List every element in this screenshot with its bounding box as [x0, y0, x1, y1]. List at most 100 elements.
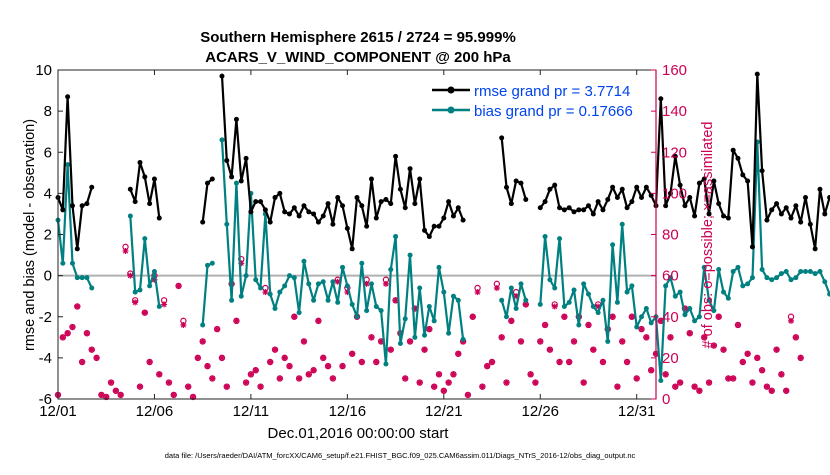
obs-assimilated-marker: [69, 324, 75, 330]
obs-assimilated-marker: [450, 371, 456, 377]
bias-point: [292, 275, 297, 280]
obs-assimilated-marker: [296, 375, 302, 381]
bias-point: [80, 275, 85, 280]
obs-assimilated-marker: [494, 285, 500, 291]
bias-point: [388, 267, 393, 272]
obs-assimilated-marker: [253, 367, 259, 373]
obs-assimilated-marker: [624, 359, 630, 365]
bias-point: [301, 259, 306, 264]
obs-assimilated-marker: [518, 338, 524, 344]
rmse-point: [446, 199, 451, 204]
obs-assimilated-marker: [783, 388, 789, 394]
bias-point: [514, 306, 519, 311]
bias-point: [70, 261, 75, 266]
rmse-point: [692, 213, 697, 218]
rmse-point: [297, 213, 302, 218]
y-left-tick-label: -2: [39, 309, 52, 326]
rmse-point: [234, 117, 239, 122]
bias-point: [244, 273, 249, 278]
rmse-point: [70, 203, 75, 208]
bias-point: [408, 253, 413, 258]
rmse-point: [340, 203, 345, 208]
data-file-footer: data file: /Users/raeder/DAI/ATM_forcXX/…: [165, 451, 636, 460]
bias-point: [326, 298, 331, 303]
bias-point: [793, 275, 798, 280]
bias-point: [735, 265, 740, 270]
rmse-point: [398, 187, 403, 192]
obs-assimilated-marker: [475, 289, 481, 295]
bias-point: [89, 285, 94, 290]
bias-point: [200, 322, 205, 327]
obs-assimilated-marker: [349, 351, 355, 357]
rmse-point: [663, 203, 668, 208]
obs-assimilated-marker: [600, 359, 606, 365]
bias-point: [277, 290, 282, 295]
obs-assimilated-marker: [325, 363, 331, 369]
bias-point: [639, 314, 644, 319]
rmse-point: [639, 195, 644, 200]
obs-assimilated-marker: [171, 392, 177, 398]
obs-assimilated-marker: [407, 338, 413, 344]
rmse-point: [330, 222, 335, 227]
rmse-point: [808, 222, 813, 227]
obs-assimilated-marker: [696, 388, 702, 394]
obs-assimilated-marker: [315, 318, 321, 324]
y-right-tick-label: 100: [662, 185, 687, 202]
rmse-point: [316, 220, 321, 225]
bias-point: [157, 304, 162, 309]
obs-assimilated-marker: [470, 314, 476, 320]
y-left-tick-label: -4: [39, 350, 52, 367]
obs-assimilated-marker: [330, 375, 336, 381]
rmse-point: [248, 209, 253, 214]
bias-point: [128, 213, 133, 218]
obs-assimilated-marker: [672, 384, 678, 390]
rmse-point: [605, 197, 610, 202]
rmse-point: [268, 220, 273, 225]
bias-point: [620, 222, 625, 227]
rmse-point: [581, 207, 586, 212]
bias-point: [427, 304, 432, 309]
obs-assimilated-marker: [224, 384, 230, 390]
obs-assimilated-marker: [373, 359, 379, 365]
bias-point: [658, 378, 663, 383]
rmse-point: [379, 199, 384, 204]
obs-assimilated-marker: [504, 380, 510, 386]
rmse-point: [822, 211, 827, 216]
obs-assimilated-marker: [721, 347, 727, 353]
obs-assimilated-marker: [590, 347, 596, 353]
obs-assimilated-marker: [614, 384, 620, 390]
obs-assimilated-marker: [508, 318, 514, 324]
rmse-point: [798, 220, 803, 225]
bias-point: [258, 285, 263, 290]
bias-point: [137, 288, 142, 293]
bias-point: [219, 137, 224, 142]
obs-assimilated-marker: [706, 380, 712, 386]
chart-title-line1: Southern Hemisphere 2615 / 2724 = 95.999…: [200, 29, 516, 46]
obs-assimilated-marker: [745, 351, 751, 357]
obs-assimilated-marker: [243, 380, 249, 386]
rmse-point: [610, 185, 615, 190]
obs-assimilated-marker: [267, 359, 273, 365]
x-tick-label: 12/21: [425, 403, 463, 420]
rmse-point: [740, 172, 745, 177]
rmse-point: [326, 201, 331, 206]
bias-point: [268, 292, 273, 297]
rmse-point: [634, 185, 639, 190]
bias-point: [451, 294, 456, 299]
bias-point: [311, 298, 316, 303]
obs-assimilated-marker: [764, 384, 770, 390]
bias-point: [822, 279, 827, 284]
rmse-point: [142, 174, 147, 179]
bias-point: [721, 290, 726, 295]
bias-point: [567, 300, 572, 305]
legend-bias-label: bias grand pr = 0.17666: [474, 103, 633, 120]
rmse-point: [403, 205, 408, 210]
bias-point: [629, 283, 634, 288]
bias-point: [306, 281, 311, 286]
bias-point: [760, 267, 765, 272]
bias-point: [634, 325, 639, 330]
obs-assimilated-marker: [123, 248, 129, 254]
rmse-point: [499, 135, 504, 140]
rmse-point: [80, 203, 85, 208]
rmse-point: [629, 199, 634, 204]
